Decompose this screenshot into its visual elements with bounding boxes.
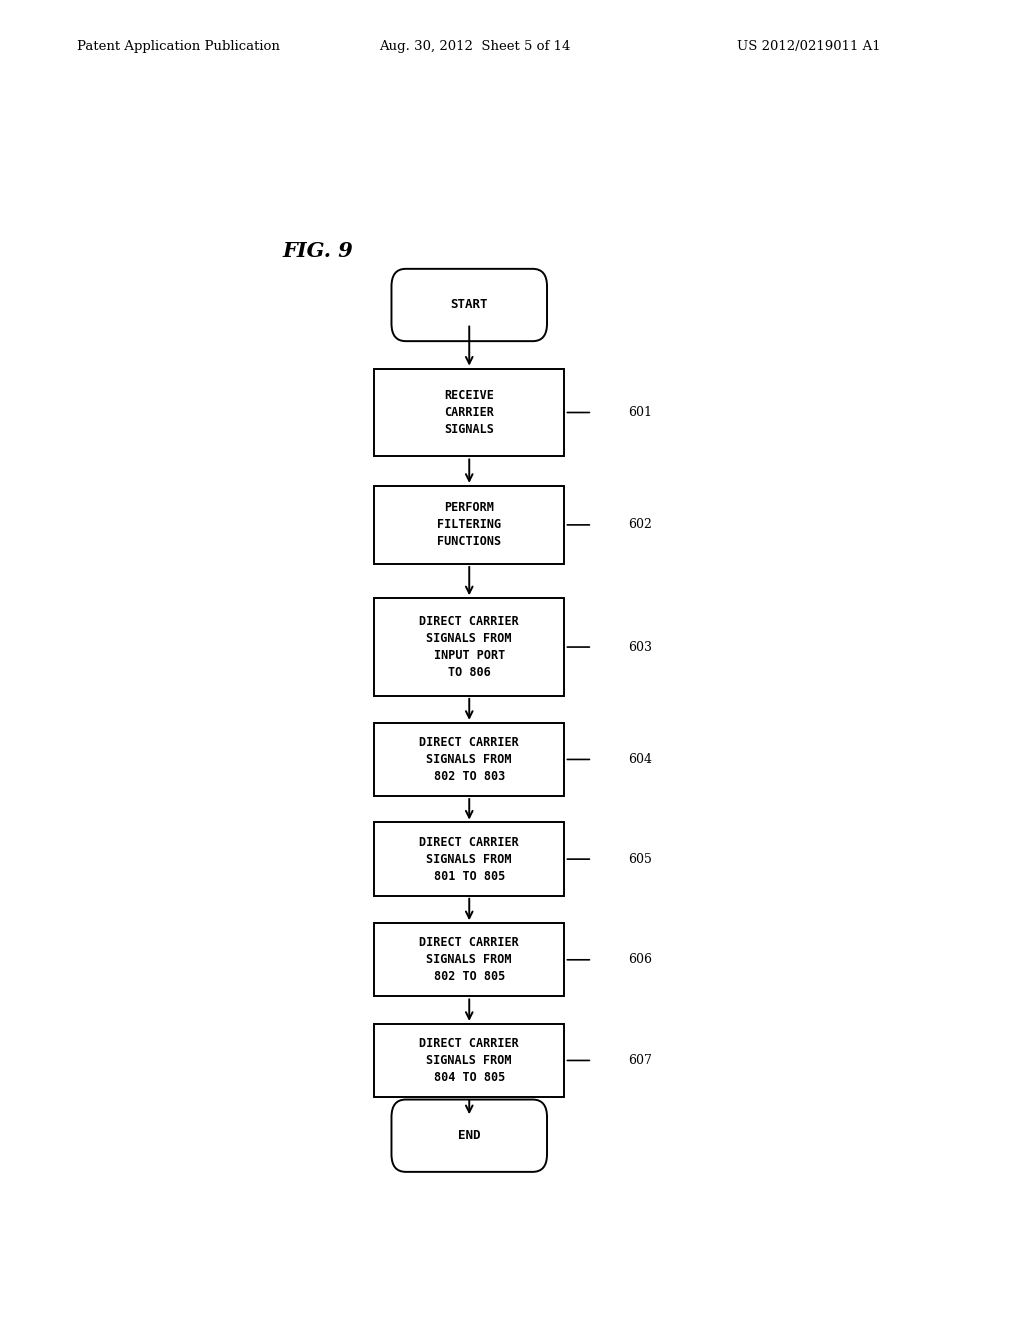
Text: 606: 606 (628, 953, 652, 966)
Text: 607: 607 (628, 1053, 652, 1067)
Text: DIRECT CARRIER
SIGNALS FROM
802 TO 803: DIRECT CARRIER SIGNALS FROM 802 TO 803 (420, 737, 519, 783)
Text: DIRECT CARRIER
SIGNALS FROM
804 TO 805: DIRECT CARRIER SIGNALS FROM 804 TO 805 (420, 1038, 519, 1084)
FancyBboxPatch shape (374, 923, 564, 997)
Text: Aug. 30, 2012  Sheet 5 of 14: Aug. 30, 2012 Sheet 5 of 14 (379, 40, 570, 53)
Text: RECEIVE
CARRIER
SIGNALS: RECEIVE CARRIER SIGNALS (444, 389, 495, 436)
Text: Patent Application Publication: Patent Application Publication (77, 40, 280, 53)
FancyBboxPatch shape (374, 368, 564, 457)
Text: 604: 604 (628, 752, 652, 766)
FancyBboxPatch shape (374, 598, 564, 696)
Text: 603: 603 (628, 640, 652, 653)
FancyBboxPatch shape (374, 486, 564, 564)
FancyBboxPatch shape (374, 723, 564, 796)
Text: US 2012/0219011 A1: US 2012/0219011 A1 (737, 40, 881, 53)
Text: DIRECT CARRIER
SIGNALS FROM
802 TO 805: DIRECT CARRIER SIGNALS FROM 802 TO 805 (420, 936, 519, 983)
Text: DIRECT CARRIER
SIGNALS FROM
801 TO 805: DIRECT CARRIER SIGNALS FROM 801 TO 805 (420, 836, 519, 883)
Text: 605: 605 (628, 853, 652, 866)
Text: 602: 602 (628, 519, 652, 532)
FancyBboxPatch shape (391, 269, 547, 341)
Text: END: END (458, 1129, 480, 1142)
Text: PERFORM
FILTERING
FUNCTIONS: PERFORM FILTERING FUNCTIONS (437, 502, 502, 548)
Text: FIG. 9: FIG. 9 (283, 242, 353, 261)
Text: 601: 601 (628, 407, 652, 418)
FancyBboxPatch shape (374, 822, 564, 896)
Text: DIRECT CARRIER
SIGNALS FROM
INPUT PORT
TO 806: DIRECT CARRIER SIGNALS FROM INPUT PORT T… (420, 615, 519, 678)
FancyBboxPatch shape (391, 1100, 547, 1172)
Text: START: START (451, 298, 488, 312)
FancyBboxPatch shape (374, 1024, 564, 1097)
